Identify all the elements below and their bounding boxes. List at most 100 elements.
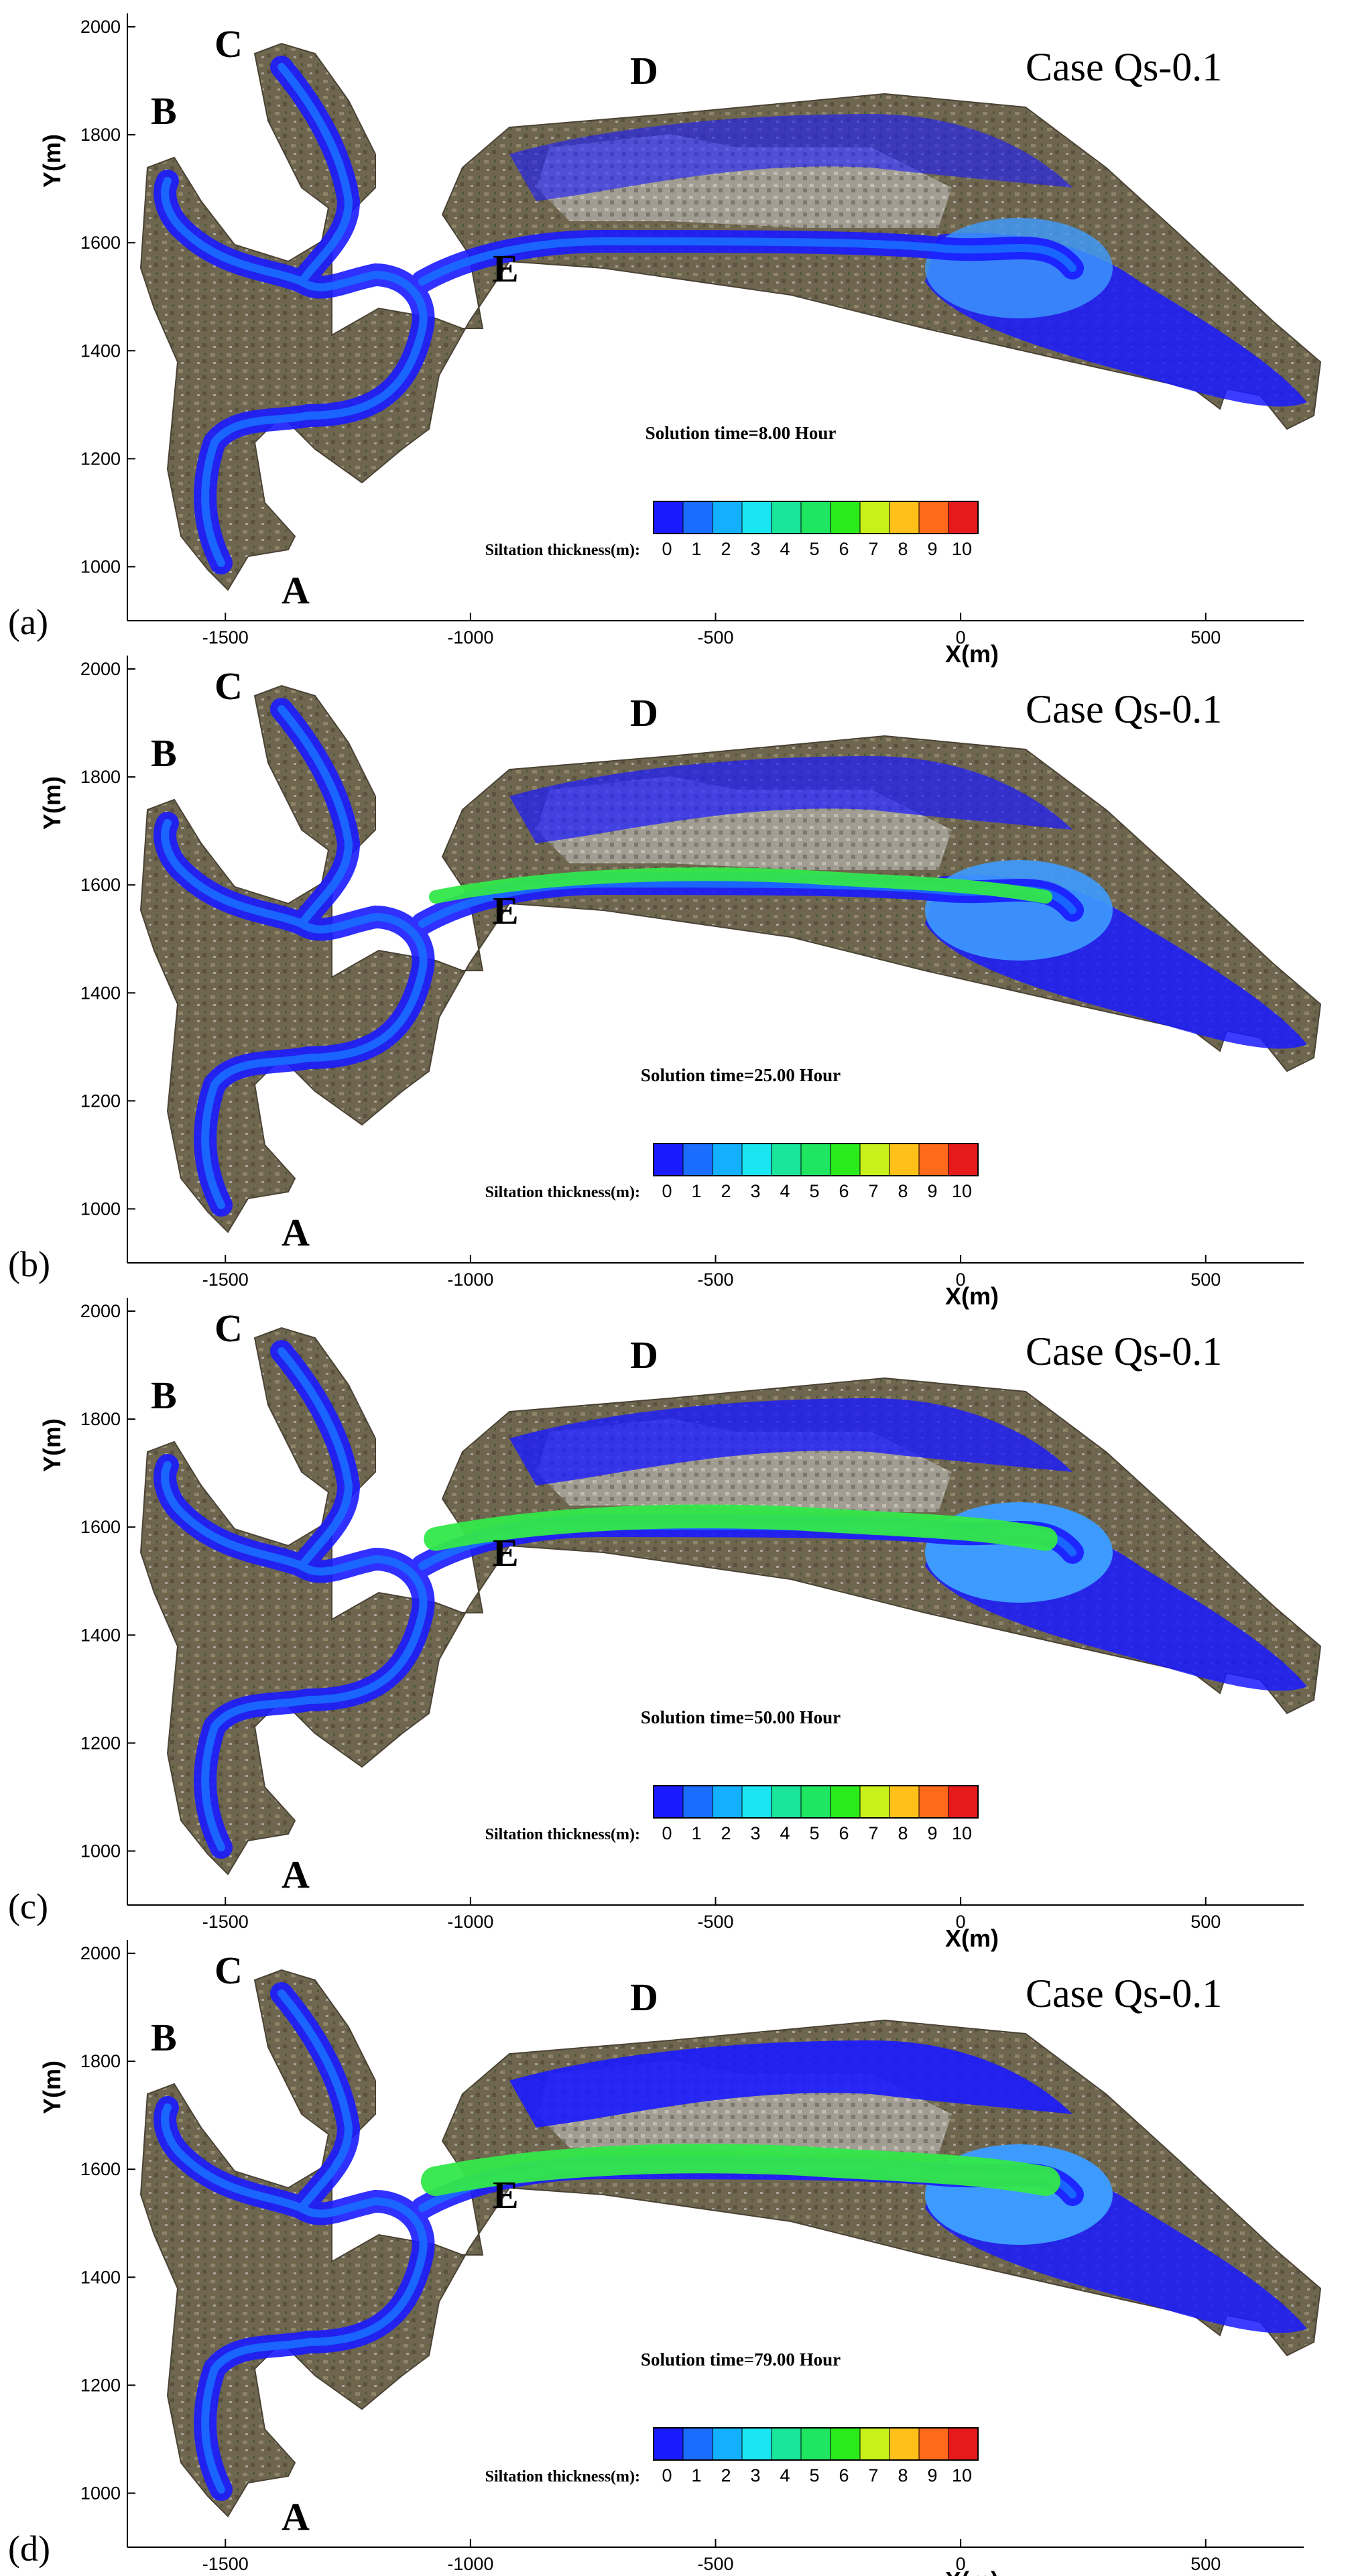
legend-swatch (712, 1785, 743, 1819)
legend-swatch (653, 1143, 684, 1176)
legend-tick-label: 10 (952, 539, 972, 559)
legend-tick-label: 2 (721, 539, 731, 559)
legend-swatch (741, 501, 772, 534)
y-tick-label: 2000 (80, 1301, 121, 1321)
legend-tick-label: 8 (898, 1823, 908, 1843)
legend-title: Siltation thickness(m): (485, 1826, 640, 1843)
legend-tick-label: 8 (898, 2465, 908, 2486)
legend-swatch (712, 501, 743, 534)
legend-title: Siltation thickness(m): (485, 542, 640, 559)
solution-time: Solution time=50.00 Hour (641, 1707, 841, 1727)
legend-swatch (741, 1143, 772, 1176)
place-label-a: A (282, 568, 310, 612)
north-channel-deposit (509, 2040, 1072, 2128)
legend-title: Siltation thickness(m): (485, 1184, 640, 1201)
legend-tick-label: 6 (839, 2465, 849, 2486)
legend-tick-label: 6 (839, 539, 849, 559)
legend-tick-label: 9 (927, 2465, 937, 2486)
x-tick-label: -1000 (447, 2554, 493, 2574)
solution-time: Solution time=25.00 Hour (641, 1065, 841, 1085)
legend-swatch (889, 1143, 920, 1176)
main-channel-deposit (428, 867, 1053, 904)
legend-swatch (682, 1785, 713, 1819)
legend-tick-label: 3 (750, 539, 760, 559)
legend-frame (653, 1143, 979, 1176)
x-tick-label: -1500 (202, 1270, 249, 1290)
legend-frame (653, 501, 979, 534)
y-axis-label: Y(m) (38, 776, 66, 830)
legend-swatch (830, 501, 861, 534)
y-tick-label: 1400 (80, 983, 121, 1003)
map-panel: 1000 1200 1400 1600 1800 2000 -1500 -1000 -500 0 5… (8, 1298, 1322, 1952)
x-axis-label: X(m) (945, 2567, 999, 2576)
legend-tick-label: 9 (927, 539, 937, 559)
y-tick-label: 2000 (80, 1943, 121, 1963)
legend-swatch (918, 501, 949, 534)
legend-tick-label: 10 (952, 1181, 972, 1201)
legend-tick-label: 10 (952, 2465, 972, 2486)
x-tick-label: -1000 (447, 1270, 493, 1290)
place-label-d: D (630, 1333, 658, 1377)
legend-swatch (948, 1143, 979, 1176)
legend-tick-label: 10 (952, 1823, 972, 1843)
map-panel: 1000 1200 1400 1600 1800 2000 -1500 -1000 -500 0 5… (8, 13, 1322, 668)
y-tick-label: 1800 (80, 767, 121, 787)
north-channel-deposit (509, 756, 1072, 843)
y-tick-label: 1800 (80, 2051, 121, 2071)
place-label-b: B (151, 89, 177, 133)
legend-tick-label: 7 (868, 539, 878, 559)
place-label-d: D (630, 1975, 658, 2019)
y-tick-label: 1000 (80, 1841, 121, 1861)
legend-tick-label: 9 (927, 1823, 937, 1843)
y-tick-label: 2000 (80, 17, 121, 37)
legend-swatch (889, 2427, 920, 2461)
y-tick-label: 1600 (80, 1517, 121, 1537)
panel-label: (d) (8, 2528, 50, 2569)
panel-label: (a) (8, 602, 48, 642)
legend-tick-label: 3 (750, 1181, 760, 1201)
legend-swatch (830, 1143, 861, 1176)
legend-tick-label: 8 (898, 539, 908, 559)
map-panel: 1000 1200 1400 1600 1800 2000 -1500 -1000 -500 0 5… (8, 1940, 1322, 2576)
legend-tick-label: 7 (868, 1181, 878, 1201)
legend-swatch (830, 2427, 861, 2461)
place-label-a: A (282, 1853, 310, 1896)
legend-swatch (800, 501, 831, 534)
legend-swatch (830, 1785, 861, 1819)
legend-tick-label: 0 (662, 1181, 672, 1201)
case-label: Case Qs-0.1 (1026, 687, 1222, 731)
legend-tick-label: 8 (898, 1181, 908, 1201)
legend-tick-label: 3 (750, 1823, 760, 1843)
legend-title: Siltation thickness(m): (485, 2468, 640, 2486)
legend-tick-label: 6 (839, 1823, 849, 1843)
y-tick-label: 2000 (80, 659, 121, 679)
legend-tick-label: 1 (691, 1181, 701, 1201)
case-label: Case Qs-0.1 (1026, 1329, 1222, 1373)
y-tick-label: 1000 (80, 556, 121, 576)
legend-swatch (653, 1785, 684, 1819)
legend-tick-label: 5 (809, 1823, 819, 1843)
place-label-a: A (282, 1211, 310, 1254)
place-label-e: E (493, 1531, 519, 1575)
case-label: Case Qs-0.1 (1026, 45, 1222, 89)
legend-swatch (889, 1785, 920, 1819)
legend-swatch (948, 1785, 979, 1819)
fan-light-deposit (925, 860, 1113, 961)
x-tick-label: 500 (1190, 1912, 1221, 1932)
legend-swatch (771, 501, 802, 534)
legend-swatch (859, 1143, 890, 1176)
x-tick-label: 500 (1190, 2554, 1221, 2574)
legend-swatch (741, 2427, 772, 2461)
place-label-b: B (151, 2016, 177, 2059)
x-tick-label: -500 (697, 1270, 733, 1290)
y-axis-label: Y(m) (38, 1418, 66, 1472)
place-label-b: B (151, 731, 177, 775)
place-label-c: C (214, 664, 243, 708)
legend-tick-label: 0 (662, 1823, 672, 1843)
y-tick-label: 1000 (80, 1199, 121, 1219)
x-tick-label: -1000 (447, 1912, 493, 1932)
legend-swatch (682, 1143, 713, 1176)
legend-swatch (800, 1143, 831, 1176)
legend-swatch (712, 1143, 743, 1176)
legend-tick-label: 2 (721, 2465, 731, 2486)
